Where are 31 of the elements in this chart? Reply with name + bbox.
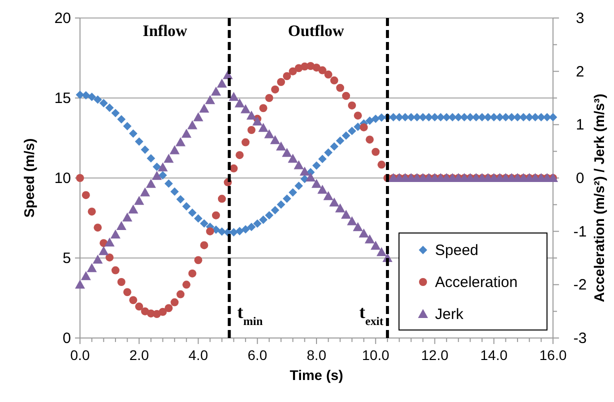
x-tick-label: 4.0 <box>188 347 208 363</box>
y2-axis-title: Acceleration (m/s²) / Jerk (m/s³) <box>591 94 607 302</box>
x-tick-label: 14.0 <box>480 347 508 363</box>
y2-tick-label: 3 <box>576 10 584 27</box>
y-axis-title: Speed (m/s) <box>21 138 37 218</box>
legend-label: Acceleration <box>435 274 518 291</box>
x-tick-label: 10.0 <box>362 347 390 363</box>
x-tick-label: 16.0 <box>539 347 567 363</box>
x-tick-label: 0.0 <box>70 347 90 363</box>
ref-line-label: t$_{exit}$ <box>359 302 384 328</box>
x-axis-title: Time (s) <box>290 367 344 383</box>
annotation: Outflow <box>288 23 344 40</box>
y2-tick-label: 2 <box>576 63 584 80</box>
x-tick-label: 2.0 <box>129 347 150 363</box>
y-tick-label: 10 <box>54 170 71 187</box>
legend-label: Speed <box>435 242 478 259</box>
y2-tick-label: 0 <box>576 170 584 187</box>
x-tick-label: 12.0 <box>421 347 449 363</box>
y-tick-label: 0 <box>62 330 71 347</box>
y2-tick-label: -1 <box>573 223 587 240</box>
y-tick-label: 5 <box>62 250 71 267</box>
y2-tick-label: -2 <box>573 276 587 294</box>
x-tick-label: 8.0 <box>306 347 326 363</box>
legend-label: Jerk <box>435 306 464 323</box>
annotation: Inflow <box>142 23 188 40</box>
y-tick-label: 20 <box>54 10 71 27</box>
y-tick-label: 15 <box>54 90 71 107</box>
y2-tick-label: -3 <box>573 330 587 347</box>
y2-tick-label: 1 <box>576 116 584 134</box>
x-tick-label: 6.0 <box>248 347 268 363</box>
ref-line-label: t$_{min}$ <box>237 302 264 328</box>
